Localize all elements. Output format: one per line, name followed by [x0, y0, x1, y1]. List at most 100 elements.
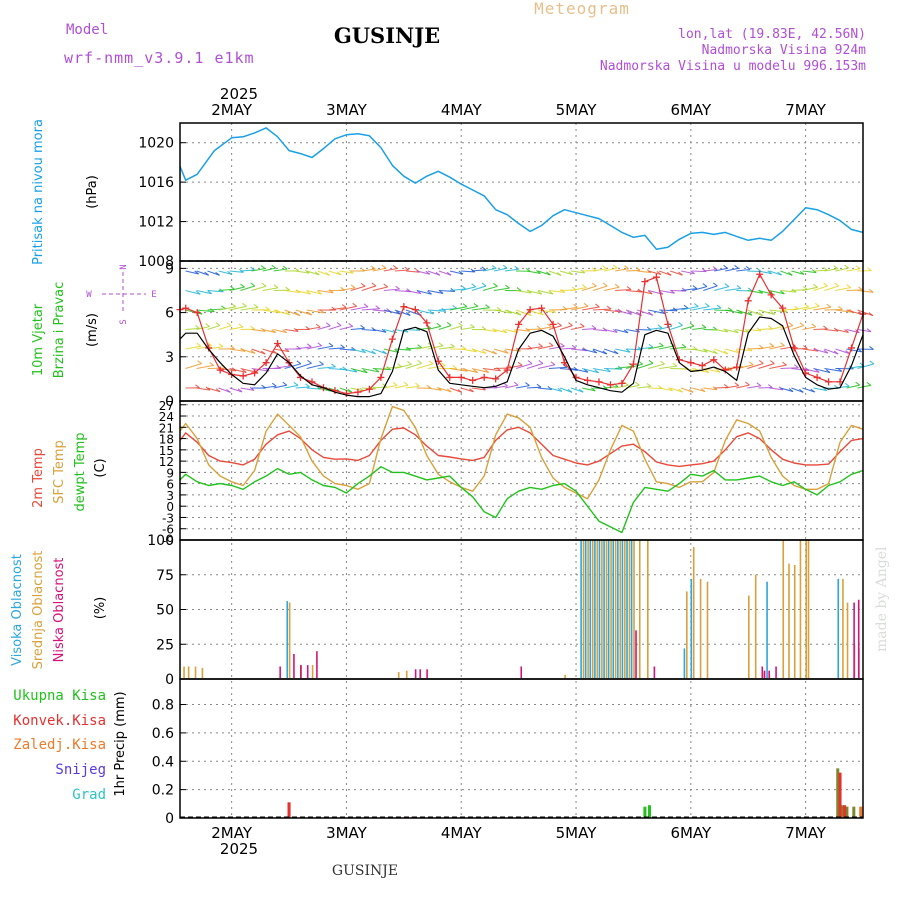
temp-unit: (C) [93, 458, 108, 477]
wind-arrow [229, 387, 243, 393]
wind-arrow [295, 346, 312, 350]
wind-arrow [361, 348, 376, 355]
wind-arrow [813, 367, 831, 374]
gust-marker [182, 304, 190, 312]
wind-arrow [196, 270, 209, 276]
wind-arrow-head [496, 306, 502, 311]
wind-arrow [592, 348, 608, 355]
wind-arrow [581, 367, 599, 374]
wind-arrow [295, 386, 310, 389]
gust-marker [469, 376, 477, 384]
wind-arrow [339, 367, 357, 373]
wind-arrow [251, 267, 266, 272]
wind-arrow-head [692, 285, 698, 289]
wind-arrow [537, 364, 556, 370]
wind-arrow-head [623, 329, 629, 334]
cloud-ylabel-low: Niska Oblacnost [52, 558, 67, 663]
wind-arrow-head [678, 322, 683, 326]
wind-arrow [549, 366, 567, 370]
wind-arrow [548, 325, 562, 331]
gust-marker [354, 388, 362, 396]
wind-arrow [339, 305, 357, 311]
wind-arrow [405, 270, 420, 273]
wind-arrow-head [237, 388, 243, 393]
wind-arrow-head [799, 388, 804, 393]
wind-arrow [637, 289, 653, 295]
wind-arrow [416, 363, 434, 370]
wind-arrow [449, 306, 468, 311]
wind-arrow-head [473, 369, 478, 374]
wind-arrow [328, 307, 347, 311]
wind-arrow-head [207, 342, 212, 347]
wind-arrow-head [458, 322, 463, 327]
wind-arrow-head [823, 349, 829, 354]
wind-arrow-head [426, 384, 432, 389]
wind-arrow [725, 348, 741, 354]
wind-arrow [493, 267, 508, 272]
wind-arrow-head [538, 343, 543, 348]
wind-arrow [604, 328, 618, 333]
wind-arrow [813, 348, 829, 354]
wind-arrow [207, 270, 220, 276]
wind-arrow [846, 348, 862, 353]
precip-ylabel: 1hr Precip (mm) [113, 691, 128, 796]
precip-bar [845, 806, 849, 818]
wind-arrow-head [306, 290, 311, 295]
wind-arrow-head [285, 286, 290, 291]
wind-arrow-head [271, 329, 276, 334]
wind-arrow-head [306, 343, 312, 348]
wind-arrow-head [701, 324, 707, 329]
wind-arrow-head [648, 311, 654, 316]
wind-arrow [725, 287, 742, 292]
wind-arrow-head [450, 343, 455, 348]
wind-arrow [350, 367, 368, 374]
wind-arrow-head [195, 325, 200, 329]
wind-arrow-head [646, 382, 652, 387]
wind-arrow-head [767, 325, 773, 330]
day-label-top: 2MAY [211, 101, 253, 119]
wind-arrow-head [547, 323, 552, 328]
wind-arrow-head [360, 282, 366, 287]
wind-arrow [681, 270, 695, 275]
wind-arrow-head [782, 361, 787, 366]
gust-marker [549, 320, 557, 328]
wind-arrow [185, 289, 201, 295]
wind-arrow [394, 309, 411, 317]
wind-arrow [416, 309, 434, 315]
wind-arrow-head [328, 342, 334, 347]
wind-arrow-head [838, 306, 843, 310]
precip-bar [647, 805, 651, 818]
wind-arrow [350, 387, 364, 392]
wind-arrow-head [689, 322, 695, 327]
wind-arrow-head [591, 325, 597, 330]
wind-arrow [626, 269, 641, 272]
ytick-label-temperature: -3 [162, 511, 174, 525]
cloud-unit: (%) [93, 597, 108, 620]
wind-arrow [471, 307, 490, 311]
wind-arrow [394, 363, 412, 370]
wind-arrow-head [481, 282, 487, 287]
wind-arrow [207, 387, 221, 393]
wind-arrow-head [446, 388, 452, 393]
wind-arrow-head [516, 287, 522, 292]
wind-arrow-head [470, 323, 475, 328]
gust-marker [779, 304, 787, 312]
wind-arrow [802, 348, 819, 352]
ytick-label-temperature: 6 [166, 478, 174, 492]
wind-arrow [824, 328, 839, 332]
ytick-label-temperature: 18 [159, 433, 174, 447]
wind-arrow-head [692, 346, 698, 351]
gust-marker [767, 291, 775, 299]
wind-arrow [218, 325, 232, 331]
wind-arrow-head [758, 360, 764, 364]
wind-arrow-head [635, 381, 640, 386]
wind-arrow-head [810, 388, 816, 393]
legend-hail: Grad [72, 787, 106, 803]
wind-arrow [681, 325, 695, 331]
wind-arrow-head [241, 369, 247, 373]
wind-arrow-head [578, 388, 584, 393]
wind-arrow [659, 309, 678, 312]
gust-marker [492, 375, 500, 383]
wind-arrow [273, 365, 292, 370]
wind-arrow-head [381, 264, 387, 269]
